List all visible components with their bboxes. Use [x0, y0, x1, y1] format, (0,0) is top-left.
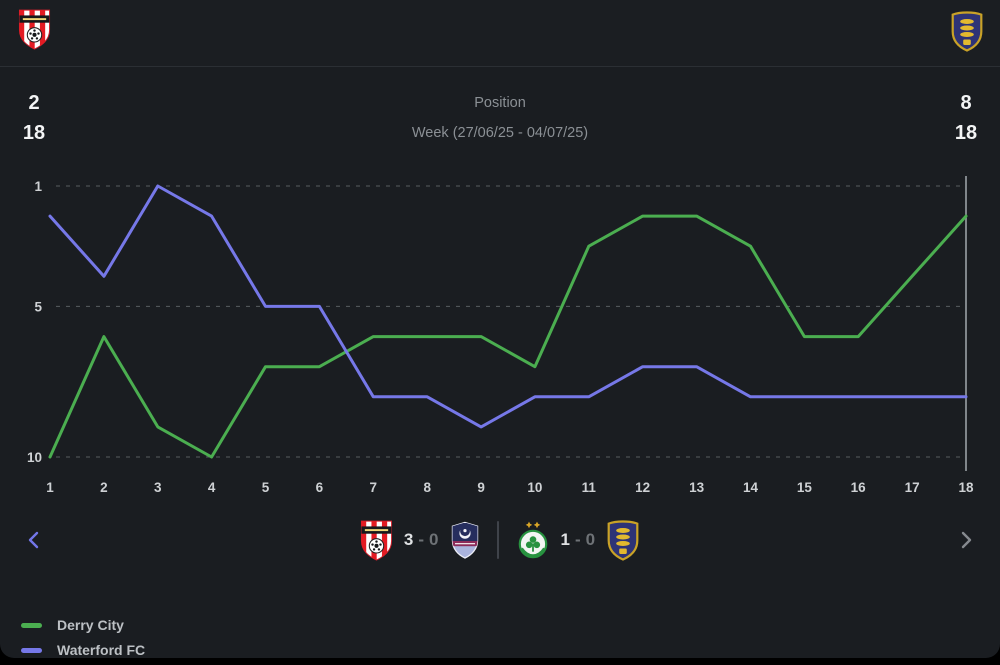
- match-score: 1 - 0: [561, 530, 596, 550]
- away-score: 0: [585, 530, 596, 549]
- home-score: 1: [560, 530, 570, 549]
- right-team-week: 18: [954, 122, 978, 144]
- svg-text:5: 5: [262, 480, 270, 495]
- chart-legend: Derry City Waterford FC: [0, 616, 145, 658]
- legend-item-derry: Derry City: [0, 616, 145, 634]
- left-team-week: 18: [22, 122, 46, 144]
- left-team-position: 2: [28, 92, 40, 114]
- svg-text:5: 5: [34, 299, 42, 314]
- svg-text:2: 2: [100, 480, 108, 495]
- derry-city-badge: [360, 519, 393, 562]
- svg-text:6: 6: [316, 480, 324, 495]
- svg-text:4: 4: [208, 480, 216, 495]
- shamrock-rovers-badge: [516, 520, 550, 560]
- chevron-right-icon: [961, 531, 972, 549]
- svg-text:12: 12: [635, 480, 650, 495]
- svg-text:14: 14: [743, 480, 759, 495]
- derry-city-badge: [18, 8, 51, 51]
- home-score: 3: [403, 530, 414, 549]
- chevron-left-icon: [28, 531, 39, 549]
- svg-text:17: 17: [905, 480, 920, 495]
- svg-text:1: 1: [46, 480, 54, 495]
- match-derry-drogheda[interactable]: 3 - 0: [360, 519, 480, 562]
- waterford-line-swatch: [21, 647, 42, 653]
- match-shamrock-waterford[interactable]: 1 - 0: [516, 519, 641, 561]
- derry-line-swatch: [21, 622, 42, 628]
- svg-text:15: 15: [797, 480, 813, 495]
- header-bar: [0, 0, 1000, 67]
- svg-text:13: 13: [689, 480, 705, 495]
- score-separator: -: [574, 530, 581, 549]
- away-score: 0: [429, 530, 439, 549]
- svg-text:10: 10: [527, 480, 542, 495]
- svg-text:18: 18: [958, 480, 974, 495]
- waterford-fc-badge: [950, 11, 984, 52]
- position-label: Position: [474, 95, 526, 111]
- svg-text:1: 1: [34, 179, 42, 194]
- score-separator: -: [418, 530, 425, 549]
- svg-text:3: 3: [154, 480, 162, 495]
- waterford-fc-badge: [606, 519, 640, 561]
- next-week-button[interactable]: [950, 525, 980, 555]
- week-label: Week (27/06/25 - 04/07/25): [411, 125, 589, 141]
- svg-text:16: 16: [851, 480, 867, 495]
- match-divider: [496, 521, 499, 559]
- right-team-position: 8: [960, 92, 972, 114]
- legend-label: Derry City: [57, 617, 124, 633]
- matches-strip: 3 - 0: [0, 512, 1000, 568]
- match-score: 3 - 0: [404, 530, 439, 550]
- svg-text:9: 9: [477, 480, 485, 495]
- summary-header: 2 Position 8 18 Week (27/06/25 - 04/07/2…: [0, 67, 1000, 162]
- svg-text:10: 10: [27, 450, 42, 465]
- legend-item-waterford: Waterford FC: [0, 641, 145, 658]
- svg-text:7: 7: [370, 480, 378, 495]
- drogheda-united-badge: [450, 521, 480, 560]
- previous-week-button[interactable]: [20, 525, 50, 555]
- legend-label: Waterford FC: [57, 642, 146, 658]
- svg-text:8: 8: [423, 480, 431, 495]
- svg-text:11: 11: [582, 480, 597, 495]
- week-matches: 3 - 0: [50, 519, 950, 562]
